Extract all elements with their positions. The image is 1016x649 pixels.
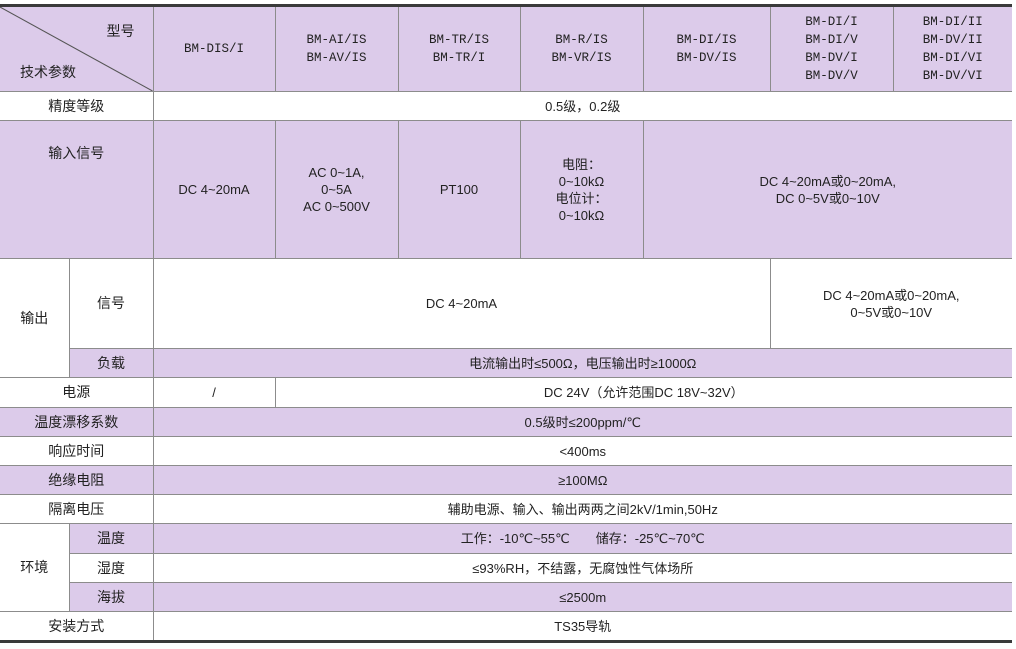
diagonal-line (0, 7, 153, 91)
row-accuracy: 精度等级 0.5级，0.2级 (0, 91, 1012, 121)
row-temp-drift: 温度漂移系数 0.5级时≤200ppm/℃ (0, 407, 1012, 437)
model-header: BM-DI/I BM-DI/V BM-DV/I BM-DV/V (769, 5, 894, 92)
row-value: 工作：-10℃~55℃ 储存：-25℃~70℃ (152, 523, 1012, 554)
row-label: 温度漂移系数 (0, 407, 154, 437)
row-output-load: 负载 电流输出时≤500Ω，电压输出时≥1000Ω (0, 348, 1012, 378)
row-value: 电流输出时≤500Ω，电压输出时≥1000Ω (152, 348, 1012, 378)
row-value: 辅助电源、输入、输出两两之间2kV/1min,50Hz (152, 494, 1012, 524)
row-value: 电阻： 0~10kΩ 电位计： 0~10kΩ (519, 120, 644, 259)
corner-bottom-label: 技术参数 (20, 64, 76, 80)
row-label: 湿度 (69, 553, 154, 583)
row-value: DC 4~20mA或0~20mA, 0~5V或0~10V (769, 258, 1012, 349)
row-label: 输入信号 (0, 120, 154, 259)
header-row: 型号 技术参数 BM-DIS/I BM-AI/IS BM-AV/IS BM-TR/… (0, 5, 1012, 92)
model-header: BM-DIS/I (152, 5, 276, 92)
row-label: 响应时间 (0, 436, 154, 466)
corner-cell: 型号 技术参数 (0, 5, 154, 92)
row-value: ≤93%RH，不结露，无腐蚀性气体场所 (152, 553, 1012, 583)
row-value: / (152, 377, 276, 408)
row-value: 0.5级时≤200ppm/℃ (152, 407, 1012, 437)
row-value: ≤2500m (152, 582, 1012, 612)
row-value: TS35导轨 (152, 611, 1012, 642)
row-output-signal: 输出 信号 DC 4~20mA DC 4~20mA或0~20mA, 0~5V或0~… (0, 258, 1012, 378)
row-label: 负载 (69, 348, 154, 378)
row-env-altitude: 海拔 ≤2500m (0, 582, 1012, 612)
row-value: AC 0~1A, 0~5A AC 0~500V (274, 120, 399, 259)
row-label: 安装方式 (0, 611, 154, 642)
group-label: 输出 (0, 258, 70, 378)
row-label: 隔离电压 (0, 494, 154, 524)
spec-table: 型号 技术参数 BM-DIS/I BM-AI/IS BM-AV/IS BM-TR/… (0, 4, 1012, 643)
row-value: DC 4~20mA (152, 258, 771, 349)
model-header: BM-DI/II BM-DV/II BM-DI/VI BM-DV/VI (892, 5, 1012, 92)
model-header: BM-R/IS BM-VR/IS (519, 5, 644, 92)
row-value: DC 24V（允许范围DC 18V~32V） (274, 377, 1012, 408)
row-label: 温度 (68, 523, 154, 554)
model-header: BM-DI/IS BM-DV/IS (642, 5, 771, 92)
row-insulation: 绝缘电阻 ≥100MΩ (0, 465, 1012, 495)
model-header: BM-AI/IS BM-AV/IS (274, 5, 399, 92)
row-label: 信号 (68, 258, 154, 349)
row-value: <400ms (152, 436, 1012, 466)
row-label: 精度等级 (0, 91, 154, 121)
row-env-humidity: 湿度 ≤93%RH，不结露，无腐蚀性气体场所 (0, 553, 1012, 583)
row-value: 0.5级，0.2级 (152, 91, 1012, 121)
row-power: 电源 / DC 24V（允许范围DC 18V~32V） (0, 377, 1012, 408)
model-header: BM-TR/IS BM-TR/I (397, 5, 521, 92)
group-label: 环境 (0, 523, 70, 612)
row-input: 输入信号 DC 4~20mA AC 0~1A, 0~5A AC 0~500V PT1… (0, 120, 1012, 259)
row-label: 绝缘电阻 (0, 465, 154, 495)
row-label: 电源 (0, 377, 154, 408)
row-value: DC 4~20mA (152, 120, 276, 259)
corner-top-label: 型号 (106, 23, 135, 39)
row-value: ≥100MΩ (152, 465, 1012, 495)
row-isolation: 隔离电压 辅助电源、输入、输出两两之间2kV/1min,50Hz (0, 494, 1012, 524)
row-label: 海拔 (69, 582, 154, 612)
row-response: 响应时间 <400ms (0, 436, 1012, 466)
row-mounting: 安装方式 TS35导轨 (0, 611, 1012, 642)
row-value: PT100 (397, 120, 521, 259)
row-env-temperature: 环境 温度 工作：-10℃~55℃ 储存：-25℃~70℃ (0, 523, 1012, 612)
row-value: DC 4~20mA或0~20mA, DC 0~5V或0~10V (642, 120, 1012, 259)
